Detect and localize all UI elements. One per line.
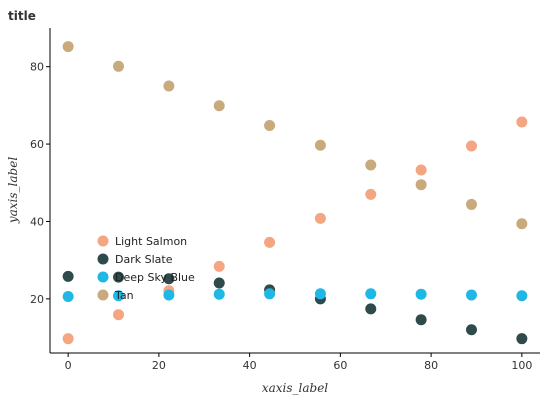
point-deep-sky-blue [264, 288, 276, 300]
x-tick-label: 100 [511, 359, 532, 372]
point-dark-slate [365, 303, 377, 315]
point-dark-slate [62, 270, 74, 282]
x-axis-ticks: 0 20 40 60 80 100 [65, 353, 532, 372]
x-axis-title: xaxis_label [262, 381, 328, 395]
legend-label-dark-slate: Dark Slate [115, 253, 173, 266]
point-tan [516, 218, 528, 230]
point-deep-sky-blue [213, 288, 225, 300]
point-dark-slate [415, 314, 427, 326]
point-dark-slate [516, 333, 528, 345]
legend-marker-light-salmon [97, 235, 109, 247]
point-light-salmon [516, 116, 528, 128]
point-deep-sky-blue [415, 288, 427, 300]
point-light-salmon [465, 140, 477, 152]
x-tick-label: 40 [243, 359, 257, 372]
legend-label-light-salmon: Light Salmon [115, 235, 187, 248]
point-light-salmon [264, 236, 276, 248]
point-light-salmon [365, 188, 377, 200]
y-tick-label: 60 [30, 138, 44, 151]
point-tan [415, 179, 427, 191]
legend-marker-dark-slate [97, 253, 109, 265]
point-deep-sky-blue [465, 289, 477, 301]
point-tan [365, 159, 377, 171]
x-tick-label: 0 [65, 359, 72, 372]
data-points [62, 41, 528, 345]
legend-label-deep-sky-blue: Deep Sky Blue [115, 271, 195, 284]
point-light-salmon [415, 164, 427, 176]
point-light-salmon [213, 260, 225, 272]
point-tan [314, 139, 326, 151]
legend: Light Salmon Dark Slate Deep Sky Blue Tan [97, 235, 195, 302]
point-deep-sky-blue [516, 290, 528, 302]
legend-label-tan: Tan [114, 289, 134, 302]
y-axis-title: yaxis_label [6, 157, 20, 224]
point-deep-sky-blue [365, 288, 377, 300]
legend-marker-tan [97, 289, 109, 301]
point-deep-sky-blue [113, 290, 125, 302]
point-deep-sky-blue [163, 289, 175, 301]
x-tick-label: 80 [424, 359, 438, 372]
chart-title: title [8, 9, 36, 23]
point-dark-slate [113, 271, 125, 283]
point-dark-slate [465, 324, 477, 336]
point-tan [465, 198, 477, 210]
point-deep-sky-blue [62, 291, 74, 303]
point-light-salmon [62, 333, 74, 345]
point-dark-slate [213, 277, 225, 289]
plot-area [49, 28, 540, 354]
point-tan [113, 60, 125, 72]
point-dark-slate [163, 273, 175, 285]
point-tan [62, 41, 74, 53]
point-deep-sky-blue [314, 288, 326, 300]
point-tan [264, 120, 276, 131]
y-tick-label: 80 [30, 61, 44, 74]
point-light-salmon [314, 212, 326, 224]
point-tan [213, 100, 225, 112]
point-light-salmon [113, 309, 125, 321]
y-axis-ticks: 20 40 60 80 [30, 61, 50, 306]
legend-marker-deep-sky-blue [97, 271, 109, 283]
y-tick-label: 20 [30, 293, 44, 306]
x-tick-label: 20 [152, 359, 166, 372]
point-tan [163, 80, 175, 92]
y-tick-label: 40 [30, 215, 44, 228]
x-tick-label: 60 [333, 359, 347, 372]
